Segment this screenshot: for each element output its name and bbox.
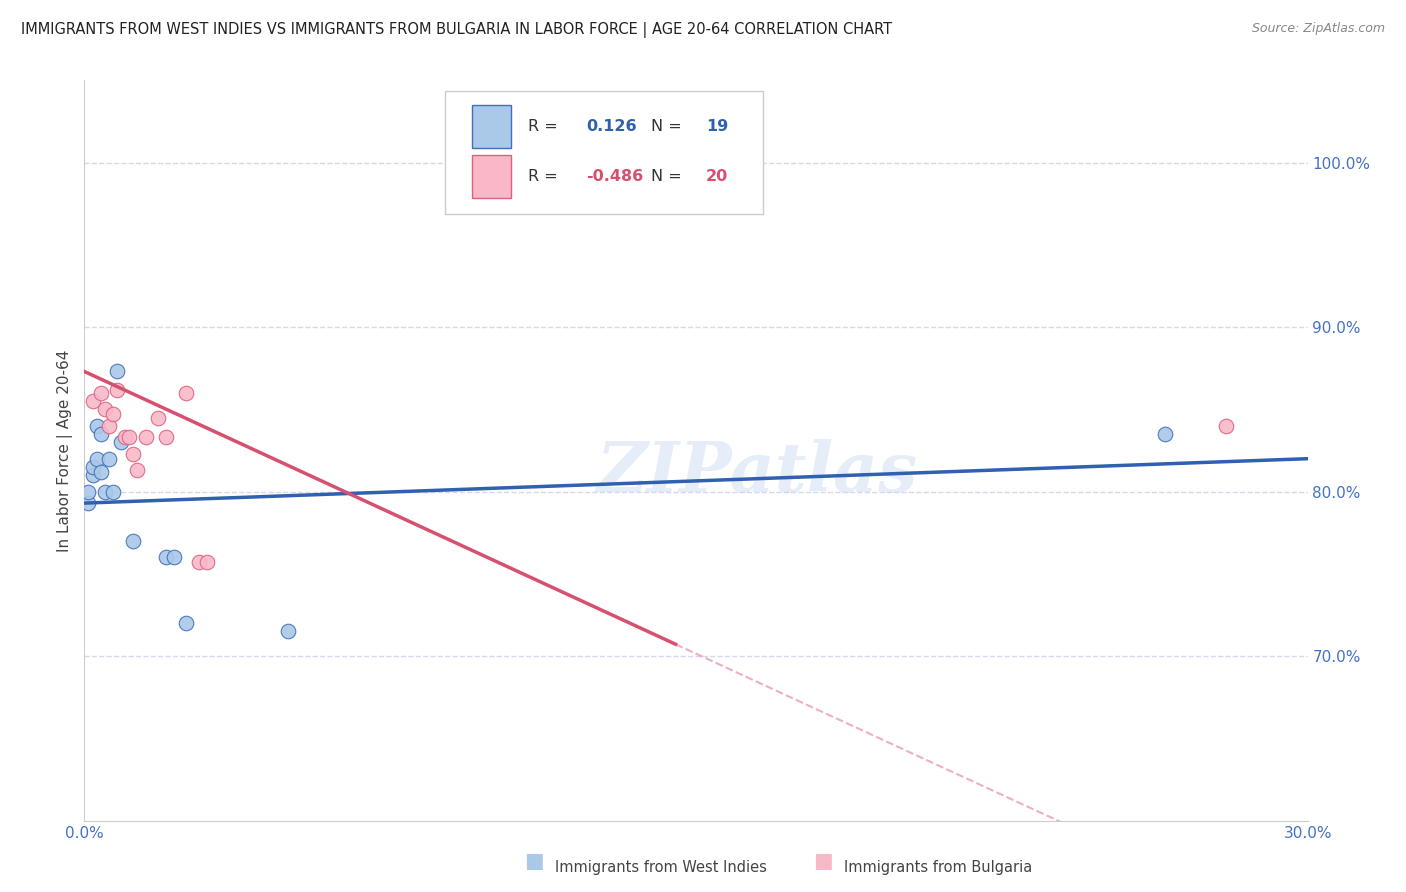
Text: R =: R =	[529, 169, 558, 184]
Point	[122, 447, 145, 461]
Point	[97, 451, 120, 466]
Text: R =: R =	[529, 120, 558, 135]
Point	[127, 463, 149, 477]
Point	[155, 550, 177, 565]
Text: 0.126: 0.126	[586, 120, 637, 135]
Point	[163, 550, 186, 565]
Point	[93, 402, 115, 417]
Point	[86, 418, 108, 433]
FancyBboxPatch shape	[446, 91, 763, 213]
Point	[82, 459, 104, 474]
Point	[174, 385, 197, 400]
Point	[90, 465, 112, 479]
Point	[110, 435, 132, 450]
Point	[135, 430, 157, 444]
Point	[174, 616, 197, 631]
Point	[101, 407, 124, 421]
Point	[118, 430, 141, 444]
Point	[122, 533, 145, 548]
Text: N =: N =	[651, 120, 682, 135]
Point	[114, 430, 136, 444]
Point	[195, 555, 218, 569]
Point	[77, 484, 100, 499]
Point	[86, 451, 108, 466]
Point	[187, 555, 209, 569]
Point	[146, 410, 169, 425]
Point	[97, 418, 120, 433]
Point	[93, 484, 115, 499]
Text: IMMIGRANTS FROM WEST INDIES VS IMMIGRANTS FROM BULGARIA IN LABOR FORCE | AGE 20-: IMMIGRANTS FROM WEST INDIES VS IMMIGRANT…	[21, 22, 893, 38]
Text: ■: ■	[813, 851, 832, 871]
Text: ■: ■	[524, 851, 544, 871]
Point	[82, 394, 104, 409]
Text: Source: ZipAtlas.com: Source: ZipAtlas.com	[1251, 22, 1385, 36]
Point	[277, 624, 299, 639]
Text: Immigrants from West Indies: Immigrants from West Indies	[555, 860, 768, 874]
Text: Immigrants from Bulgaria: Immigrants from Bulgaria	[844, 860, 1032, 874]
Point	[1215, 418, 1237, 433]
Point	[90, 385, 112, 400]
Text: -0.486: -0.486	[586, 169, 643, 184]
Text: ZIPatlas: ZIPatlas	[596, 439, 918, 507]
Point	[105, 383, 128, 397]
Point	[90, 427, 112, 442]
Y-axis label: In Labor Force | Age 20-64: In Labor Force | Age 20-64	[58, 350, 73, 551]
Point	[77, 496, 100, 510]
Text: 19: 19	[706, 120, 728, 135]
Text: N =: N =	[651, 169, 682, 184]
Point	[105, 364, 128, 378]
Bar	[472, 105, 512, 148]
Bar	[472, 155, 512, 198]
Point	[155, 430, 177, 444]
Point	[82, 468, 104, 483]
Point	[1154, 427, 1177, 442]
Text: 20: 20	[706, 169, 728, 184]
Point	[101, 484, 124, 499]
